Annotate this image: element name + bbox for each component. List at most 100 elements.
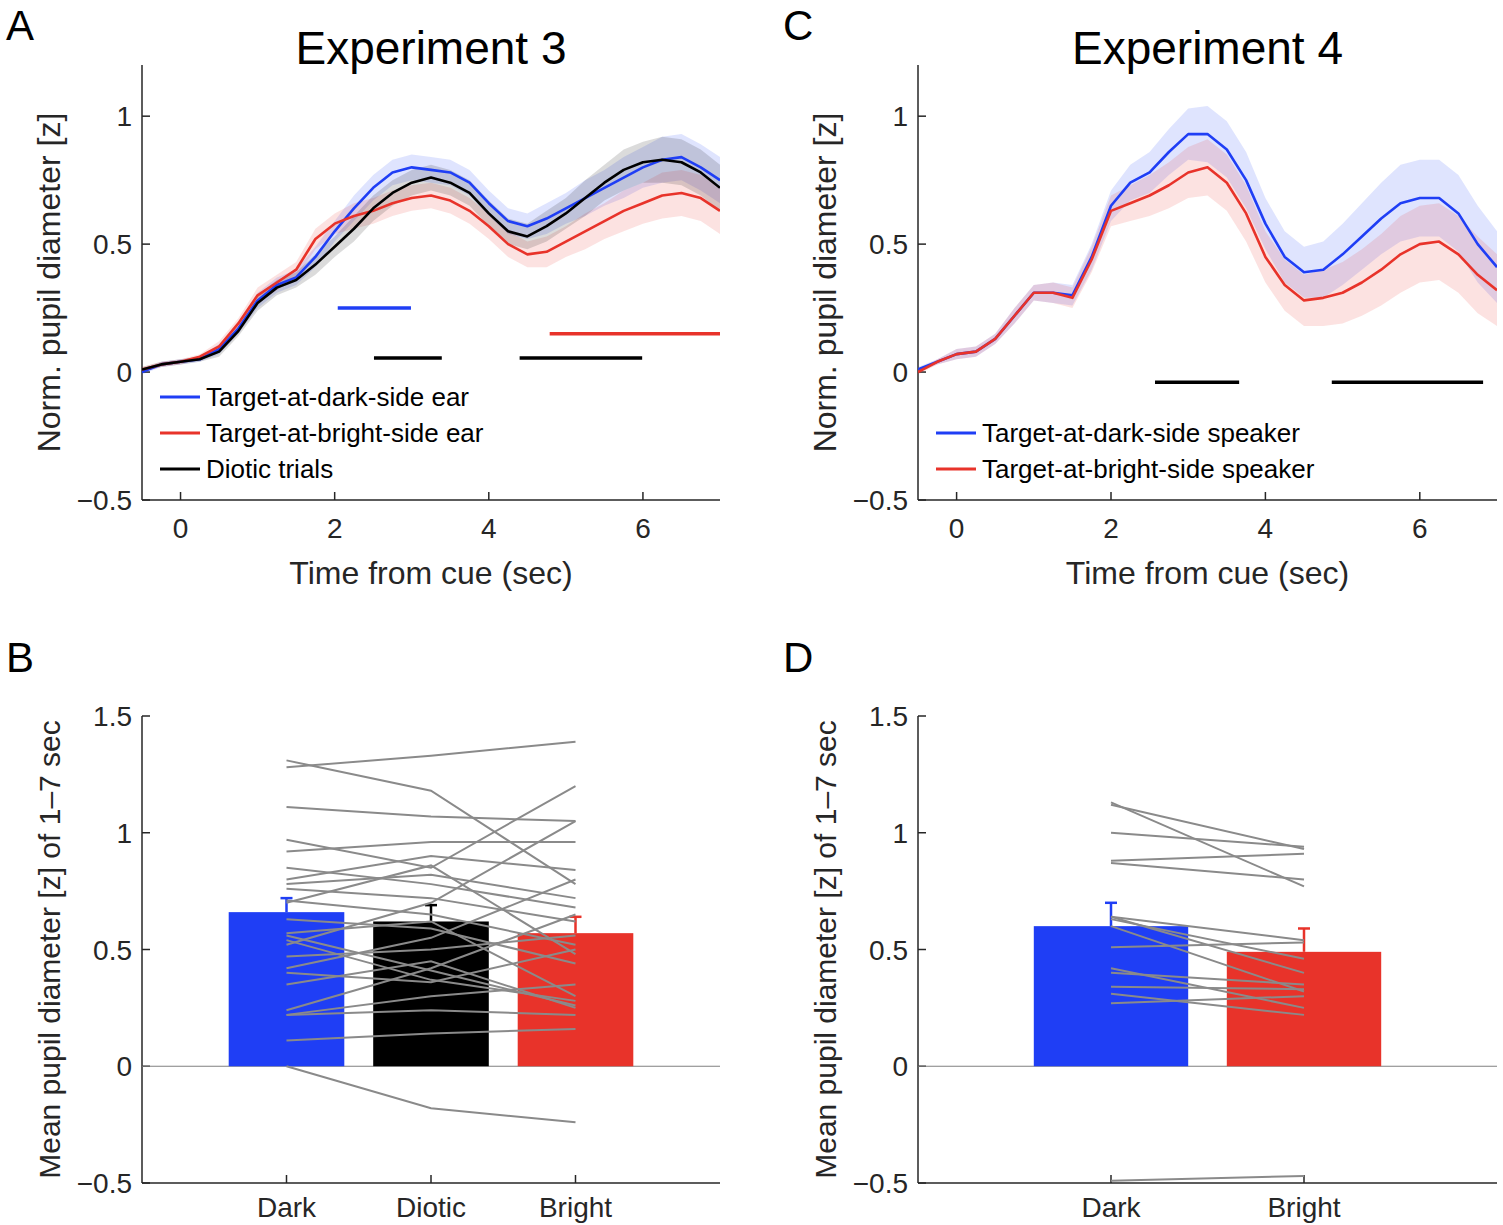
significance-bar xyxy=(1155,381,1239,385)
panel-label: B xyxy=(6,634,34,681)
x-tick xyxy=(575,1175,577,1183)
significance-bar xyxy=(338,306,411,310)
subject-line xyxy=(1111,854,1304,861)
y-tick xyxy=(142,1182,150,1184)
y-tick-label: 1.5 xyxy=(93,701,132,732)
y-tick-label: 1 xyxy=(116,101,132,132)
title: Experiment 3 xyxy=(295,22,566,74)
subject-line xyxy=(1111,833,1304,847)
x-tick xyxy=(488,492,490,500)
error-cap xyxy=(281,897,293,900)
y-tick-label: −0.5 xyxy=(853,1168,908,1199)
legend-label: Diotic trials xyxy=(206,454,333,484)
y-axis xyxy=(141,65,143,500)
legend-label: Target-at-bright-side speaker xyxy=(982,454,1315,484)
legend-swatch xyxy=(936,432,976,435)
y-axis-label: Norm. pupil diameter [z] xyxy=(31,113,67,453)
y-axis-label: Norm. pupil diameter [z] xyxy=(807,113,843,453)
significance-bar xyxy=(1332,381,1483,385)
x-axis-label: Time from cue (sec) xyxy=(1066,555,1349,591)
y-tick-label: 0.5 xyxy=(869,935,908,966)
y-tick-label: 0.5 xyxy=(93,935,132,966)
subject-line xyxy=(1111,994,1304,1015)
significance-bar xyxy=(520,356,643,360)
error-stem xyxy=(430,905,433,921)
bar xyxy=(229,912,345,1066)
series-line xyxy=(142,157,720,372)
y-tick-label: 0 xyxy=(116,1051,132,1082)
subject-line xyxy=(287,921,576,996)
x-tick xyxy=(1110,1175,1112,1183)
y-tick xyxy=(142,499,150,501)
y-tick xyxy=(918,243,926,245)
series-line xyxy=(918,167,1497,372)
error-stem xyxy=(1110,903,1113,926)
x-tick xyxy=(1419,492,1421,500)
x-tick-label: Bright xyxy=(539,1192,612,1223)
y-tick-label: 1 xyxy=(892,818,908,849)
series-line xyxy=(142,160,720,370)
y-tick xyxy=(142,243,150,245)
y-tick xyxy=(918,1182,926,1184)
subject-line xyxy=(287,742,576,768)
y-tick-label: 0 xyxy=(892,1051,908,1082)
significance-bar xyxy=(374,356,442,360)
y-axis-label: Mean pupil diameter [z] of 1–7 sec xyxy=(809,720,842,1179)
subject-line xyxy=(1111,968,1304,1008)
zero-line xyxy=(918,1066,1497,1067)
x-tick xyxy=(1265,492,1267,500)
panel-label: D xyxy=(783,634,813,681)
subject-line xyxy=(1111,987,1304,989)
y-tick xyxy=(142,832,150,834)
legend-swatch xyxy=(160,468,200,471)
subject-line xyxy=(1111,863,1304,879)
plot-area xyxy=(142,134,720,375)
title: Experiment 4 xyxy=(1072,22,1343,74)
series-line xyxy=(918,134,1497,369)
x-tick xyxy=(430,1175,432,1183)
panel-label: C xyxy=(783,2,813,49)
x-tick xyxy=(286,1175,288,1183)
subject-line xyxy=(1111,973,1304,985)
subject-line xyxy=(287,821,576,945)
x-tick xyxy=(642,492,644,500)
subject-line xyxy=(1111,996,1304,1003)
x-tick-label: 0 xyxy=(173,513,189,544)
y-tick-label: −0.5 xyxy=(853,485,908,516)
y-tick xyxy=(918,715,926,717)
x-tick-label: Dark xyxy=(257,1192,317,1223)
subject-line xyxy=(287,856,576,879)
y-axis-label: Mean pupil diameter [z] of 1–7 sec xyxy=(33,720,66,1179)
x-tick xyxy=(334,492,336,500)
error-band xyxy=(142,134,720,375)
x-tick-label: 2 xyxy=(1103,513,1119,544)
y-tick-label: 1 xyxy=(116,818,132,849)
y-tick xyxy=(918,115,926,117)
x-tick-label: 4 xyxy=(1258,513,1274,544)
y-tick-label: −0.5 xyxy=(77,485,132,516)
x-axis-label: Time from cue (sec) xyxy=(289,555,572,591)
error-cap xyxy=(1298,927,1310,930)
x-tick-label: Dark xyxy=(1081,1192,1141,1223)
x-axis xyxy=(142,499,720,501)
panel-label: A xyxy=(6,2,34,49)
subject-line xyxy=(287,1029,576,1041)
legend-label: Target-at-dark-side ear xyxy=(206,382,469,412)
error-bar xyxy=(570,917,582,933)
x-tick xyxy=(1110,492,1112,500)
legend-swatch xyxy=(160,432,200,435)
error-cap xyxy=(1105,902,1117,905)
legend-label: Target-at-dark-side speaker xyxy=(982,418,1300,448)
subject-line xyxy=(1111,926,1304,991)
y-tick-label: 0 xyxy=(116,357,132,388)
y-tick xyxy=(918,832,926,834)
plot-area xyxy=(918,106,1497,382)
error-band xyxy=(918,139,1497,374)
x-axis xyxy=(918,499,1497,501)
significance-bar xyxy=(550,332,720,336)
x-tick-label: 4 xyxy=(481,513,497,544)
x-tick-label: Bright xyxy=(1267,1192,1340,1223)
y-tick-label: 0 xyxy=(892,357,908,388)
subject-line xyxy=(287,1066,576,1122)
y-axis xyxy=(917,65,919,500)
